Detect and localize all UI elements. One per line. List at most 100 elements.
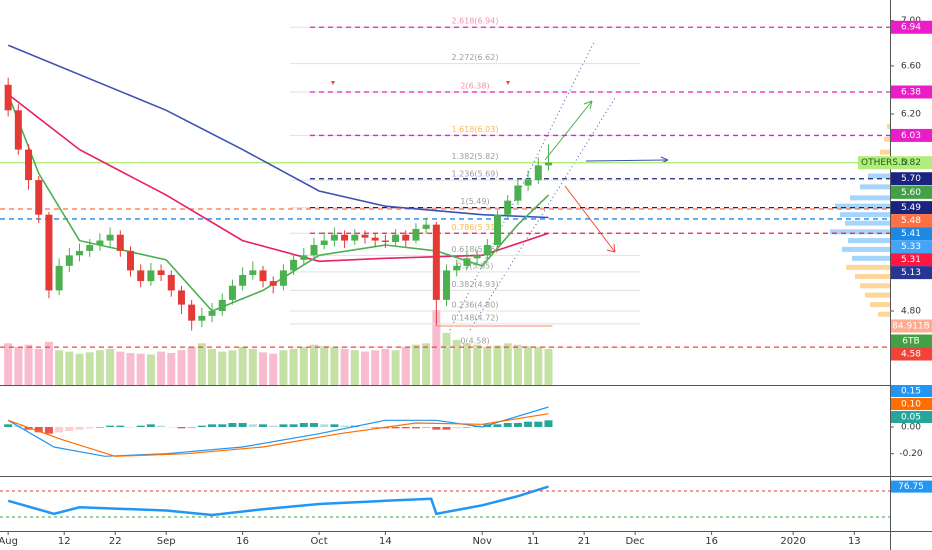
volume-profile-bar	[880, 149, 890, 155]
x-tick-label: 22	[109, 536, 122, 547]
y-tick-label: 4.80	[901, 307, 921, 317]
price-label-box	[891, 266, 932, 280]
volume-bar	[4, 343, 13, 385]
candle-body	[371, 237, 379, 241]
macd-histogram-bar	[24, 427, 33, 430]
volume-bar	[106, 348, 115, 385]
volume-bar	[473, 344, 482, 385]
volume-profile-bar	[850, 195, 890, 201]
candle-body	[14, 110, 22, 150]
volume-bar	[320, 346, 329, 385]
macd-histogram-bar	[269, 425, 278, 427]
volume-bar	[401, 346, 410, 385]
value-label-box	[891, 385, 932, 397]
price-label: 6.03	[901, 131, 921, 141]
price-label: 5.41	[901, 229, 921, 239]
marker	[331, 81, 335, 85]
price-label: 5.33	[901, 242, 921, 252]
volume-profile-bar	[887, 124, 890, 130]
fib-label: 0.5(5.05)	[457, 261, 494, 270]
macd-histogram-bar	[218, 424, 227, 427]
candle-body	[279, 270, 287, 286]
candle-body	[76, 250, 84, 256]
y-tick-label: 6.60	[901, 61, 921, 71]
macd-histogram-bar	[85, 427, 94, 429]
candle-body	[126, 250, 134, 271]
y-tick-label: 0.00	[901, 423, 921, 433]
price-label-box	[891, 227, 932, 241]
price-label: 84.911B	[892, 321, 930, 331]
rsi-line	[7, 485, 549, 517]
volume-bar	[452, 339, 461, 385]
macd-histogram-bar	[146, 424, 155, 427]
candle-body	[514, 185, 522, 201]
price-label: 6.38	[901, 87, 921, 97]
arrow-head	[583, 100, 593, 110]
macd-histogram-bar	[513, 423, 522, 427]
x-tick-label: Nov	[472, 536, 492, 547]
volume-profile-bar	[852, 255, 890, 261]
volume-bar	[422, 343, 431, 385]
price-label: 5.82	[901, 158, 921, 168]
arrow-head	[606, 243, 616, 253]
macd-histogram-bar	[503, 423, 512, 427]
volume-profile-bar	[860, 184, 890, 190]
volume-profile-bar	[865, 292, 890, 298]
macd-histogram-bar	[309, 423, 318, 427]
y-tick-label: -0.20	[899, 449, 923, 459]
volume-bar	[269, 353, 278, 385]
candle-body	[544, 162, 552, 166]
channel-line	[469, 97, 616, 331]
volume-bar	[391, 350, 400, 385]
volume-bar	[462, 343, 471, 385]
candle-body	[116, 234, 124, 251]
price-label: 6TB	[902, 336, 919, 346]
macd-histogram-bar	[534, 421, 543, 427]
moving-average	[7, 93, 549, 263]
macd-histogram-bar	[279, 424, 288, 427]
candle-body	[300, 255, 308, 260]
candle-body	[208, 311, 216, 316]
price-label: 6.94	[901, 23, 921, 33]
macd-histogram-bar	[75, 427, 84, 430]
fib-label: 0.148(4.72)	[452, 313, 499, 322]
volume-profile-bar	[870, 302, 890, 308]
volume-bar	[177, 350, 186, 385]
macd-histogram-bar	[34, 427, 43, 433]
volume-bar	[289, 348, 298, 385]
candle-body	[290, 259, 298, 271]
candle-body	[239, 274, 247, 286]
volume-bar	[34, 348, 43, 385]
candle-body	[106, 234, 114, 241]
price-label: 5.13	[901, 268, 921, 278]
volume-profile-bar	[835, 203, 890, 209]
x-tick-label: 16	[236, 536, 249, 547]
macd-line	[7, 413, 549, 457]
x-tick-label: 11	[527, 536, 540, 547]
volume-bar	[544, 348, 553, 385]
price-label-box	[891, 347, 932, 361]
candle-body	[381, 240, 389, 243]
price-label-box	[891, 319, 932, 333]
macd-histogram-bar	[95, 427, 104, 428]
volume-bar	[513, 344, 522, 385]
value-label: 0.15	[901, 387, 921, 397]
macd-histogram-bar	[432, 427, 441, 430]
arrow	[544, 100, 593, 161]
macd-histogram-bar	[248, 424, 257, 427]
volume-profile-bar	[830, 229, 890, 235]
price-label-name: OTHERS.D	[861, 158, 908, 168]
macd-histogram-bar	[371, 427, 380, 428]
value-label: 0.05	[901, 413, 921, 423]
volume-bar	[146, 354, 155, 385]
fib-label: 0(4.58)	[460, 337, 489, 346]
candle-body	[351, 234, 359, 241]
macd-histogram-bar	[116, 425, 125, 427]
arrow	[585, 159, 669, 162]
candle-body	[361, 234, 369, 238]
volume-bar	[167, 353, 176, 385]
x-tick-label: 14	[379, 536, 392, 547]
moving-average	[7, 94, 550, 312]
fib-label: 1.382(5.82)	[452, 152, 499, 161]
candle-body	[330, 234, 338, 241]
